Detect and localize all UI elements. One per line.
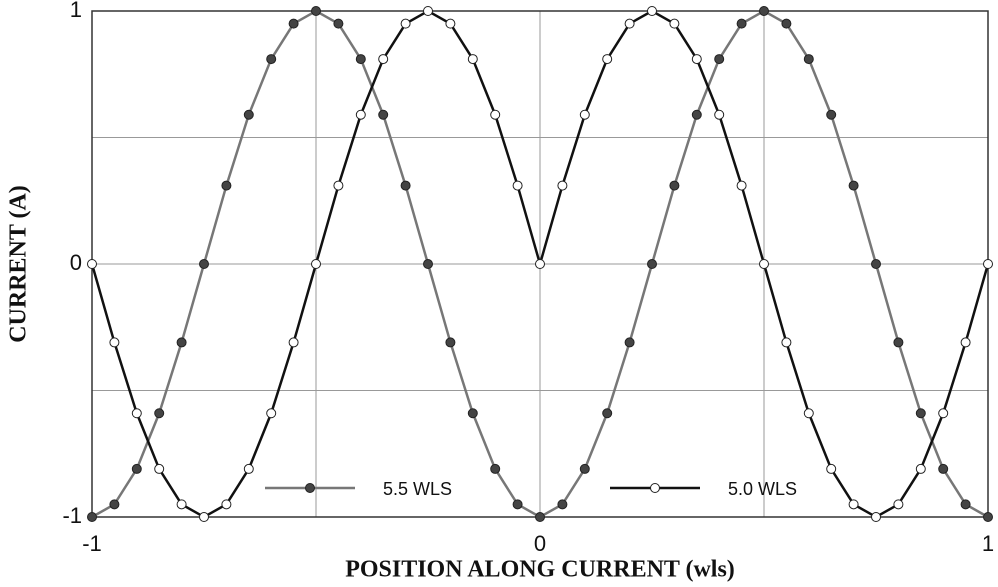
data-point [423,6,433,16]
data-point [848,499,859,510]
data-point [154,408,165,419]
legend-label: 5.5 WLS [383,479,452,499]
data-point [893,337,904,348]
data-point [243,463,254,474]
data-point [736,180,747,191]
data-point [915,408,926,419]
data-point [109,499,120,510]
x-axis-title: POSITION ALONG CURRENT (wls) [345,557,735,583]
data-point [915,463,926,474]
data-point [871,512,881,522]
data-point [759,259,769,269]
y-axis-title: CURRENT (A) [6,185,32,343]
data-point [714,54,725,65]
data-point [266,54,277,65]
data-point [467,54,478,65]
y-tick-label: -1 [62,503,82,528]
legend-marker [305,483,315,493]
data-point [781,18,792,29]
data-point [199,512,209,522]
data-point [87,512,97,522]
data-point [288,337,299,348]
data-point [490,109,501,120]
data-point [333,180,344,191]
data-point [535,259,545,269]
data-point [154,463,165,474]
data-point [512,499,523,510]
x-tick-label: -1 [82,531,102,556]
data-point [647,259,657,269]
data-point [355,54,366,65]
data-point [624,18,635,29]
legend-marker [650,483,660,493]
data-point [624,337,635,348]
data-point [983,512,993,522]
data-point [983,259,993,269]
data-point [960,499,971,510]
data-point [378,109,389,120]
data-point [467,408,478,419]
y-tick-label: 0 [70,250,82,275]
data-point [311,259,321,269]
legend-label: 5.0 WLS [728,479,797,499]
data-point [131,408,142,419]
y-tick-label: 1 [70,0,82,22]
data-point [423,259,433,269]
data-point [512,180,523,191]
data-point [669,180,680,191]
data-point [557,499,568,510]
data-point [199,259,209,269]
data-point [445,337,456,348]
data-point [131,463,142,474]
data-point [311,6,321,16]
data-point [803,54,814,65]
data-point [176,499,187,510]
data-point [848,180,859,191]
data-point [893,499,904,510]
data-point [691,109,702,120]
data-point [691,54,702,65]
data-point [445,18,456,29]
data-point [826,463,837,474]
data-point [871,259,881,269]
data-point [535,512,545,522]
data-point [87,259,97,269]
data-point [938,408,949,419]
data-point [602,408,613,419]
data-point [647,6,657,16]
data-point [781,337,792,348]
data-point [176,337,187,348]
data-point [288,18,299,29]
data-point [669,18,680,29]
data-point [803,408,814,419]
data-point [759,6,769,16]
data-point [221,180,232,191]
data-point [557,180,568,191]
data-point [579,463,590,474]
data-point [602,54,613,65]
data-point [960,337,971,348]
data-point [243,109,254,120]
data-point [938,463,949,474]
data-point [826,109,837,120]
data-point [266,408,277,419]
data-point [736,18,747,29]
x-tick-label: 1 [982,531,994,556]
data-point [333,18,344,29]
data-point [400,180,411,191]
data-point [378,54,389,65]
data-point [221,499,232,510]
x-tick-label: 0 [534,531,546,556]
data-point [400,18,411,29]
data-point [490,463,501,474]
data-point [579,109,590,120]
data-point [714,109,725,120]
data-point [355,109,366,120]
data-point [109,337,120,348]
